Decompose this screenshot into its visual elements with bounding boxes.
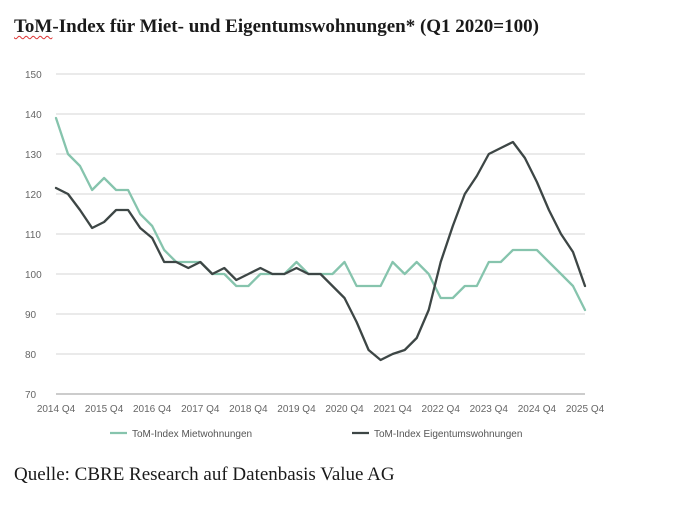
y-tick-label: 150 xyxy=(25,70,42,81)
x-tick-label: 2023 Q4 xyxy=(470,404,509,415)
x-tick-label: 2024 Q4 xyxy=(518,404,557,415)
chart-title: ToM-Index für Miet- und Eigentumswohnung… xyxy=(14,16,539,38)
x-tick-label: 2021 Q4 xyxy=(373,404,412,415)
title-rest: -Index für Miet- und Eigentumswohnungen*… xyxy=(52,16,539,37)
x-tick-label: 2014 Q4 xyxy=(37,404,76,415)
x-tick-label: 2015 Q4 xyxy=(85,404,124,415)
x-tick-label: 2018 Q4 xyxy=(229,404,268,415)
y-tick-label: 80 xyxy=(25,350,37,361)
x-tick-label: 2019 Q4 xyxy=(277,404,316,415)
title-prefix: ToM xyxy=(14,16,53,37)
series-line-eigentumswohnungen xyxy=(54,140,587,362)
y-tick-label: 100 xyxy=(25,270,42,281)
source-note: Quelle: CBRE Research auf Datenbasis Val… xyxy=(14,464,395,485)
x-tick-label: 2020 Q4 xyxy=(325,404,364,415)
x-tick-label: 2025 Q4 xyxy=(566,404,605,415)
y-tick-label: 140 xyxy=(25,110,42,121)
x-tick-label: 2022 Q4 xyxy=(422,404,461,415)
y-tick-label: 70 xyxy=(25,390,37,401)
x-tick-label: 2016 Q4 xyxy=(133,404,172,415)
x-tick-label: 2017 Q4 xyxy=(181,404,220,415)
y-tick-label: 90 xyxy=(25,310,37,321)
y-tick-label: 110 xyxy=(25,230,41,241)
y-tick-label: 120 xyxy=(25,190,42,201)
legend-label: ToM-Index Mietwohnungen xyxy=(132,429,252,440)
legend-label: ToM-Index Eigentumswohnungen xyxy=(374,429,522,440)
line-chart: 70 80 90 100 110 120 130 140 150 2014 Q4 2015 Q4 20… xyxy=(25,70,605,440)
y-tick-label: 130 xyxy=(25,150,42,161)
